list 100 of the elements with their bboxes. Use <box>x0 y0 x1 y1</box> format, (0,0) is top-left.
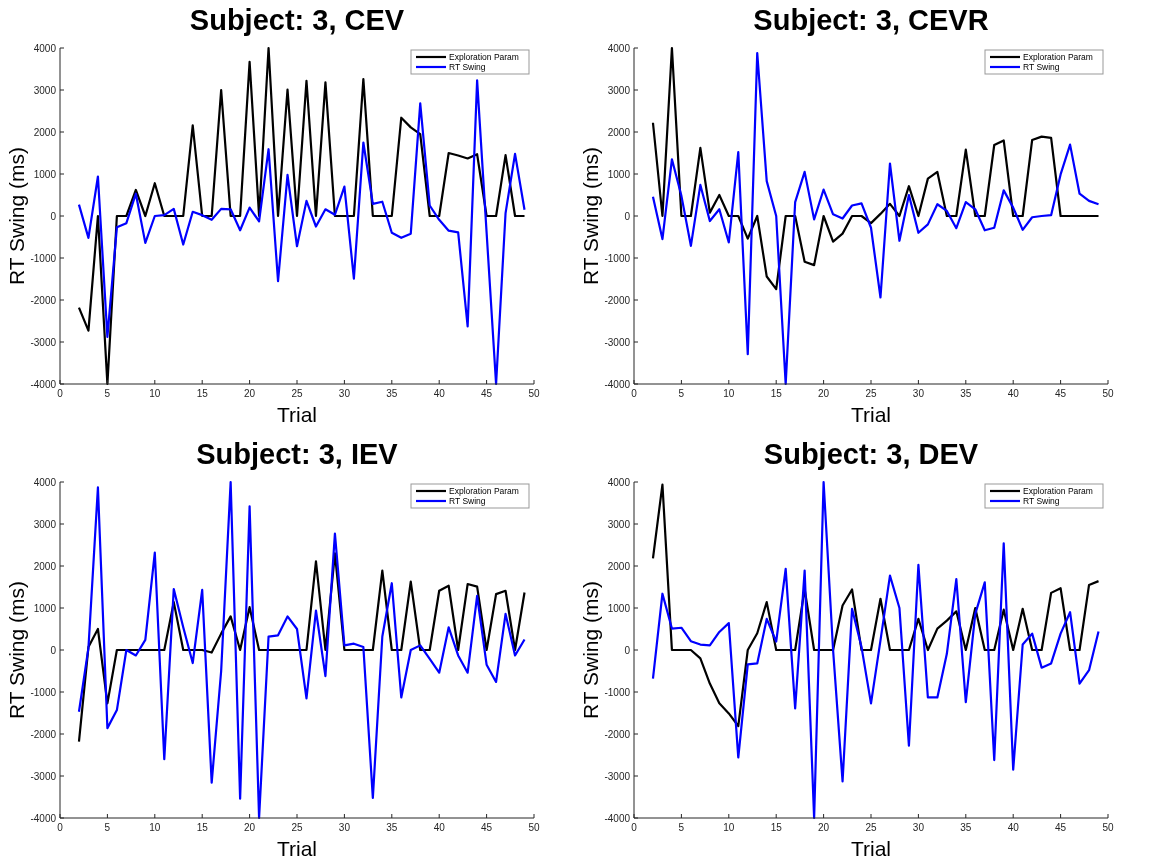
x-tick-label: 10 <box>149 388 161 399</box>
x-tick-label: 45 <box>1055 388 1067 399</box>
y-tick-label: 3000 <box>607 518 631 530</box>
x-tick-label: 40 <box>433 822 446 833</box>
x-tick-label: 0 <box>631 822 638 833</box>
y-tick-label: 4000 <box>607 42 631 54</box>
y-tick-label: 2000 <box>33 560 57 572</box>
y-tick-label: -2000 <box>30 294 57 306</box>
x-tick-label: 10 <box>723 388 735 399</box>
y-tick-label: -4000 <box>604 812 631 824</box>
x-tick-label: 0 <box>57 388 64 399</box>
chart-title: Subject: 3, IEV <box>196 438 399 470</box>
x-tick-label: 5 <box>678 822 685 833</box>
legend-label: RT Swing <box>1023 62 1060 72</box>
y-tick-label: 3000 <box>33 518 57 530</box>
x-tick-label: 25 <box>291 822 303 833</box>
x-tick-label: 25 <box>865 822 877 833</box>
chart-title: Subject: 3, CEVR <box>753 4 989 36</box>
y-tick-label: -2000 <box>604 728 631 740</box>
y-tick-label: -3000 <box>30 770 57 782</box>
x-tick-label: 50 <box>528 822 540 833</box>
x-tick-label: 5 <box>104 822 111 833</box>
y-tick-label: 4000 <box>33 42 57 54</box>
y-tick-label: -4000 <box>30 812 57 824</box>
x-tick-label: 20 <box>244 822 256 833</box>
x-tick-label: 0 <box>57 822 64 833</box>
line-series <box>77 480 526 820</box>
line-series <box>651 480 1100 820</box>
legend-label: Exploration Param <box>1023 486 1093 496</box>
x-axis-title: Trial <box>276 837 318 860</box>
x-tick-label: 45 <box>481 822 493 833</box>
y-tick-label: -1000 <box>30 252 57 264</box>
y-tick-label: 1000 <box>607 602 631 614</box>
y-tick-label: 0 <box>624 210 631 222</box>
legend-label: RT Swing <box>449 496 486 506</box>
y-tick-label: 2000 <box>607 126 631 138</box>
x-tick-label: 50 <box>1102 822 1114 833</box>
y-tick-label: -2000 <box>30 728 57 740</box>
x-tick-label: 5 <box>678 388 685 399</box>
y-tick-label: -3000 <box>604 770 631 782</box>
y-axis-title: RT Swing (ms) <box>5 580 28 720</box>
y-tick-label: 2000 <box>607 560 631 572</box>
y-tick-label: 0 <box>50 644 57 656</box>
y-tick-label: 0 <box>624 644 631 656</box>
y-tick-label: 4000 <box>607 476 631 488</box>
legend-label: RT Swing <box>449 62 486 72</box>
x-tick-label: 30 <box>338 388 351 399</box>
y-tick-label: -4000 <box>604 378 631 390</box>
y-axis-title: RT Swing (ms) <box>579 580 602 720</box>
x-tick-label: 50 <box>1102 388 1114 399</box>
y-tick-label: 1000 <box>33 168 57 180</box>
x-tick-label: 30 <box>338 822 351 833</box>
y-tick-label: -1000 <box>30 686 57 698</box>
y-tick-label: 4000 <box>33 476 57 488</box>
chart-title: Subject: 3, CEV <box>189 4 405 36</box>
chart-title: Subject: 3, DEV <box>763 438 979 470</box>
y-tick-label: 2000 <box>33 126 57 138</box>
x-axis-title: Trial <box>850 403 892 426</box>
x-axis-title: Trial <box>276 403 318 426</box>
y-tick-label: 3000 <box>33 84 57 96</box>
x-tick-label: 25 <box>865 388 877 399</box>
x-tick-label: 10 <box>149 822 161 833</box>
x-tick-label: 50 <box>528 388 540 399</box>
x-tick-label: 45 <box>1055 822 1067 833</box>
line-series <box>77 552 526 743</box>
x-tick-label: 20 <box>818 388 830 399</box>
legend-label: Exploration Param <box>449 52 519 62</box>
x-tick-label: 15 <box>770 388 783 399</box>
y-tick-label: -1000 <box>604 686 631 698</box>
x-tick-label: 15 <box>770 822 783 833</box>
x-tick-label: 20 <box>244 388 256 399</box>
y-tick-label: -1000 <box>604 252 631 264</box>
x-tick-label: 40 <box>1007 388 1020 399</box>
x-tick-label: 30 <box>912 822 925 833</box>
line-series <box>651 51 1100 386</box>
y-tick-label: 1000 <box>607 168 631 180</box>
x-tick-label: 45 <box>481 388 493 399</box>
legend-label: Exploration Param <box>449 486 519 496</box>
line-series <box>651 46 1100 291</box>
x-axis-title: Trial <box>850 837 892 860</box>
x-tick-label: 40 <box>1007 822 1020 833</box>
y-tick-label: -3000 <box>30 336 57 348</box>
legend-label: RT Swing <box>1023 496 1060 506</box>
y-tick-label: 0 <box>50 210 57 222</box>
y-axis-title: RT Swing (ms) <box>579 146 602 286</box>
x-tick-label: 10 <box>723 822 735 833</box>
legend-label: Exploration Param <box>1023 52 1093 62</box>
y-tick-label: 3000 <box>607 84 631 96</box>
x-tick-label: 25 <box>291 388 303 399</box>
x-tick-label: 20 <box>818 822 830 833</box>
x-tick-label: 40 <box>433 388 446 399</box>
x-tick-label: 35 <box>960 822 972 833</box>
y-tick-label: -3000 <box>604 336 631 348</box>
y-tick-label: -4000 <box>30 378 57 390</box>
line-series <box>651 483 1100 728</box>
x-tick-label: 0 <box>631 388 638 399</box>
x-tick-label: 15 <box>196 388 209 399</box>
x-tick-label: 5 <box>104 388 111 399</box>
y-tick-label: -2000 <box>604 294 631 306</box>
y-tick-label: 1000 <box>33 602 57 614</box>
